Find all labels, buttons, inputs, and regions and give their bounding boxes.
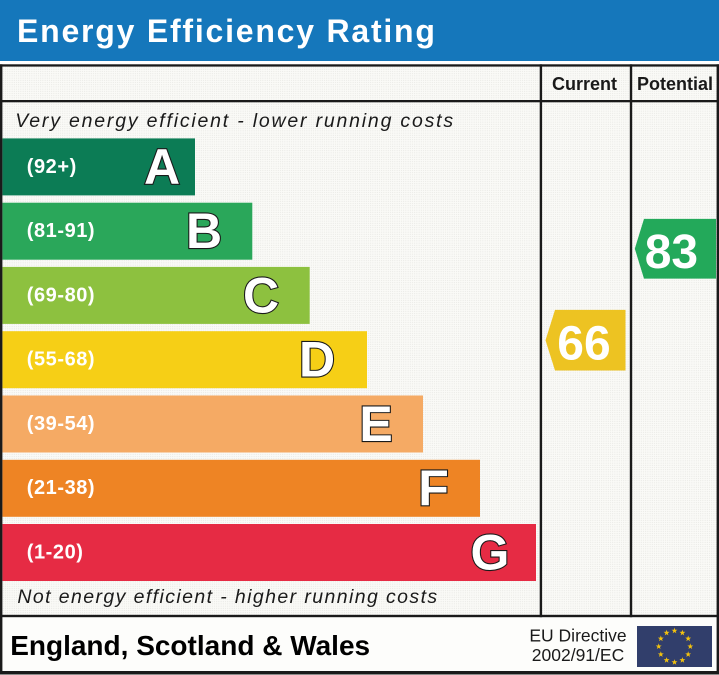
svg-text:(55-68): (55-68) <box>27 349 95 371</box>
svg-text:(1-20): (1-20) <box>27 542 84 564</box>
svg-text:E: E <box>359 396 392 452</box>
svg-text:A: A <box>144 139 180 195</box>
svg-text:Not energy efficient - higher: Not energy efficient - higher running co… <box>17 586 438 608</box>
svg-text:Energy Efficiency Rating: Energy Efficiency Rating <box>17 13 437 49</box>
svg-text:(69-80): (69-80) <box>27 284 95 306</box>
svg-text:2002/91/EC: 2002/91/EC <box>532 645 624 665</box>
svg-text:(39-54): (39-54) <box>27 413 95 435</box>
svg-text:D: D <box>299 332 335 388</box>
svg-text:EU Directive: EU Directive <box>529 626 626 646</box>
svg-text:Very energy efficient - lower: Very energy efficient - lower running co… <box>15 110 455 132</box>
svg-text:66: 66 <box>557 317 610 370</box>
svg-text:83: 83 <box>645 226 698 279</box>
svg-text:(21-38): (21-38) <box>27 477 95 499</box>
svg-text:(81-91): (81-91) <box>27 220 95 242</box>
svg-text:G: G <box>471 525 510 581</box>
svg-text:C: C <box>243 267 279 323</box>
svg-text:Potential: Potential <box>637 74 713 94</box>
svg-text:England, Scotland & Wales: England, Scotland & Wales <box>10 630 370 661</box>
svg-text:B: B <box>186 203 222 259</box>
svg-text:F: F <box>418 460 449 516</box>
svg-text:Current: Current <box>552 74 617 94</box>
svg-text:(92+): (92+) <box>27 156 77 178</box>
